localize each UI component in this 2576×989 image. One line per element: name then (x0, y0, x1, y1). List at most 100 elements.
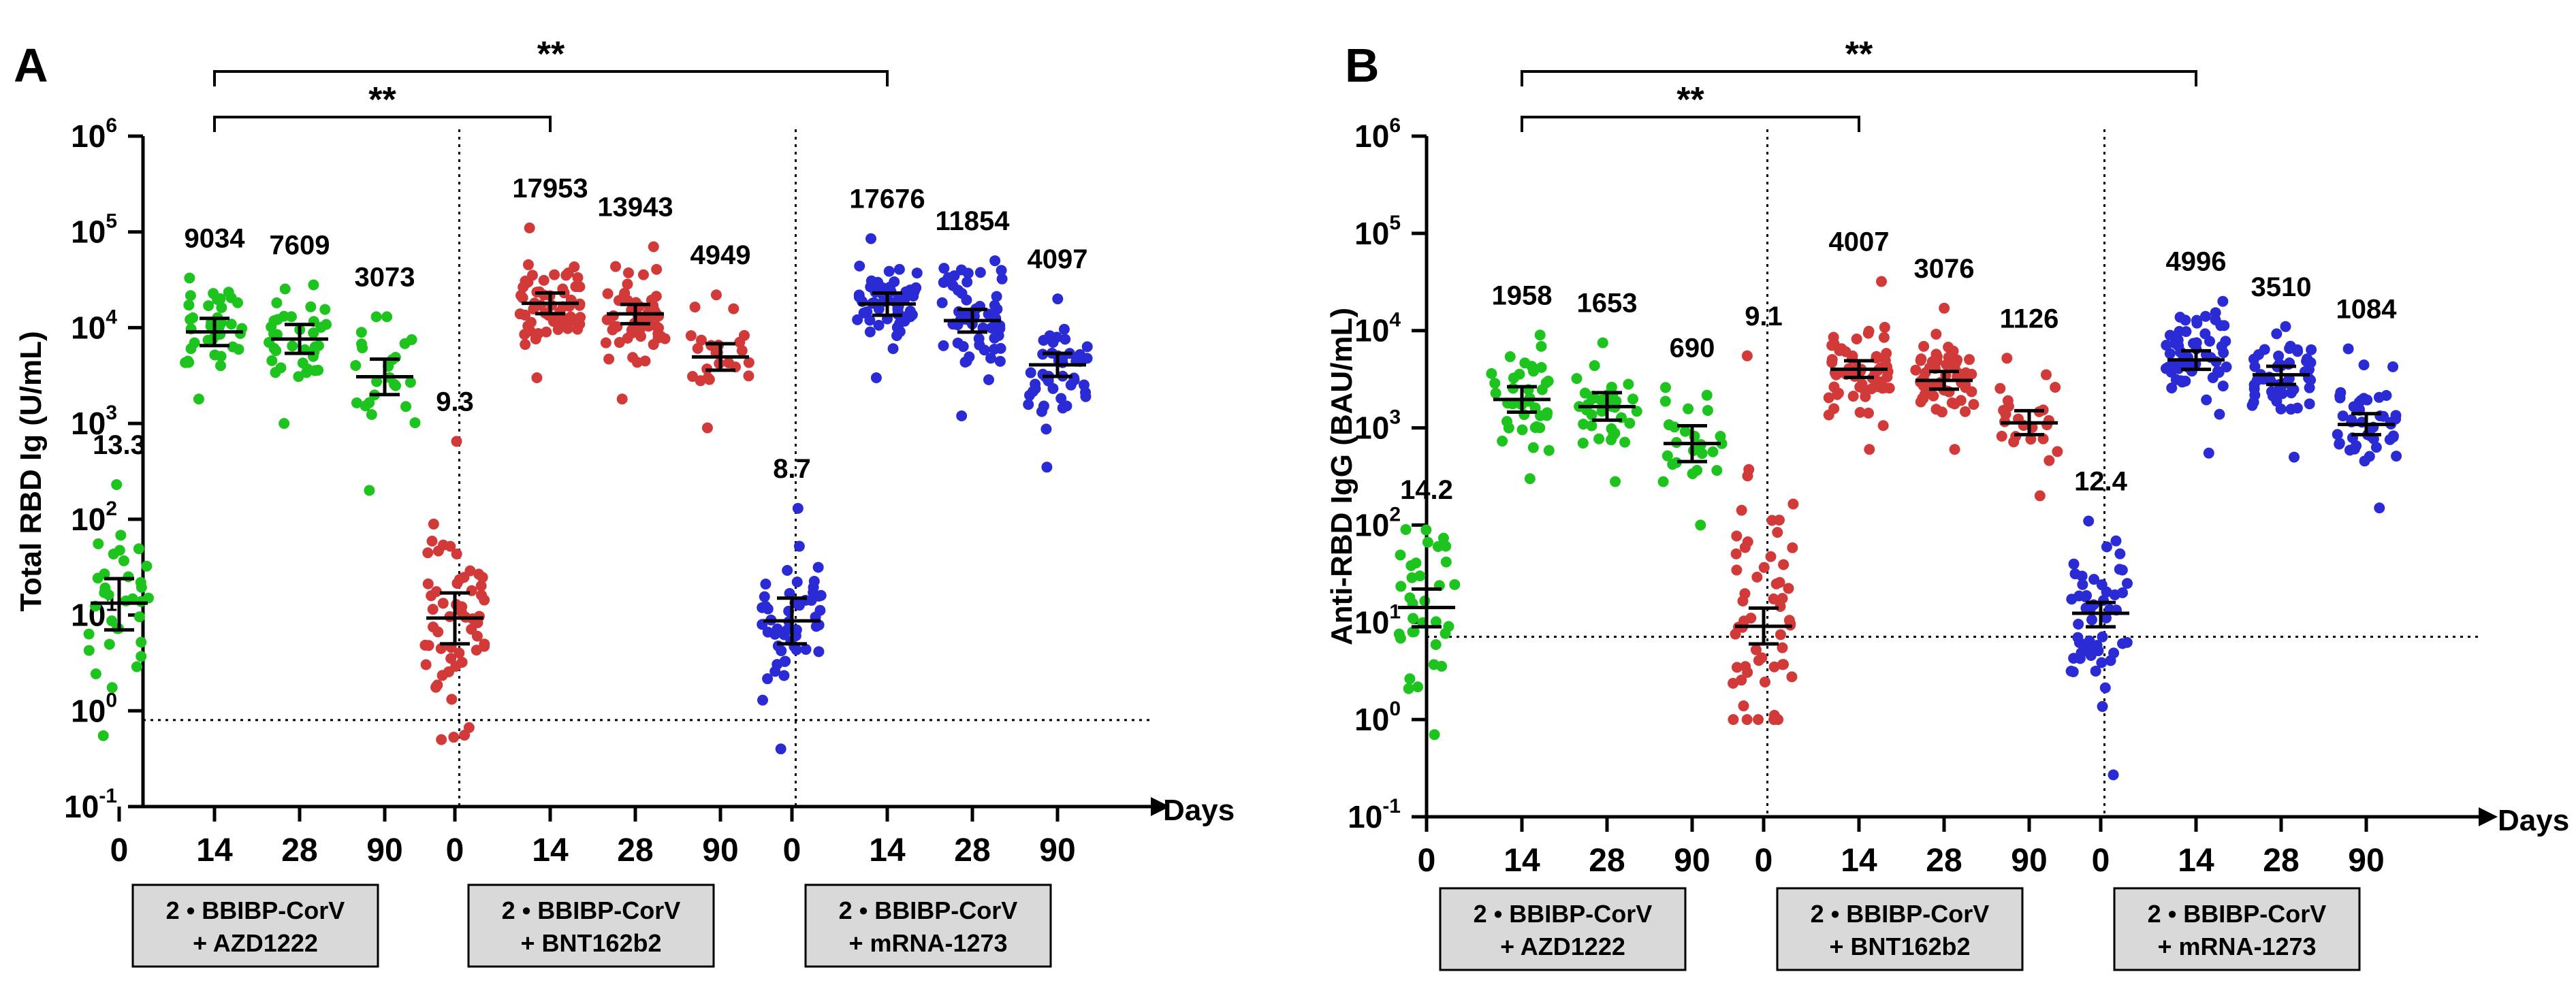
significance-label: ** (1845, 35, 1873, 74)
gmt-label: 9.1 (1745, 302, 1783, 331)
data-point (422, 547, 434, 559)
data-point (1854, 406, 1866, 418)
data-point (685, 330, 697, 342)
data-point (1657, 476, 1669, 487)
data-point (2001, 353, 2013, 364)
data-point (961, 276, 973, 288)
data-point (884, 281, 895, 293)
data-point (2301, 355, 2312, 367)
data-point (1440, 628, 1451, 639)
data-point (622, 278, 633, 290)
data-point (2164, 348, 2176, 359)
x-tick-label: 90 (2011, 843, 2047, 879)
data-point (2273, 350, 2285, 361)
data-point (813, 646, 825, 658)
data-point (1691, 464, 1703, 476)
data-point (422, 578, 434, 589)
data-point (1968, 399, 1979, 410)
data-point (2166, 383, 2178, 394)
data-point (1624, 417, 1636, 429)
data-point (1910, 364, 1922, 376)
x-tick-label: 28 (1926, 843, 1962, 879)
data-point (187, 312, 199, 323)
data-point (1404, 592, 1416, 604)
data-point (1065, 379, 1077, 391)
data-point (2096, 579, 2108, 591)
data-point (2289, 451, 2300, 463)
data-point (2180, 314, 2191, 326)
data-point (2271, 328, 2283, 340)
data-point (350, 359, 362, 371)
data-point (1918, 340, 1930, 352)
data-point (225, 292, 237, 304)
data-point (983, 374, 994, 385)
significance-label: ** (1676, 80, 1704, 120)
data-point (1577, 438, 1589, 449)
data-point (2085, 650, 2097, 662)
data-point (985, 353, 997, 364)
data-point (420, 659, 432, 670)
data-point (622, 332, 633, 344)
data-point (1750, 644, 1762, 655)
data-point (2364, 451, 2375, 462)
gmt-label: 4949 (690, 240, 751, 270)
data-point (689, 302, 701, 313)
data-point (1773, 515, 1785, 526)
data-point (1777, 593, 1788, 604)
data-point (2096, 657, 2108, 668)
data-point (637, 269, 649, 280)
data-point (2175, 346, 2187, 357)
data-point (814, 604, 826, 616)
data-point (136, 651, 147, 662)
data-point (1730, 628, 1741, 640)
group-box (1776, 887, 2024, 971)
data-point (800, 644, 812, 655)
data-point (1964, 354, 1975, 366)
data-point (1586, 420, 1597, 432)
data-point (989, 332, 1000, 344)
data-point (203, 300, 214, 312)
data-point (1756, 652, 1768, 664)
data-point (938, 340, 949, 351)
data-point (695, 334, 707, 346)
data-point (1524, 473, 1536, 485)
data-point (522, 259, 534, 270)
data-point (562, 267, 574, 278)
y-tick-label: 10-1 (64, 785, 117, 824)
data-point (864, 314, 876, 326)
data-point (1695, 519, 1706, 531)
data-point (419, 639, 431, 651)
y-tick-exponent: 6 (1389, 114, 1401, 137)
gmt-label: 4007 (1829, 227, 1890, 257)
group-label-line1: 2 • BBIBP-CorV (1811, 900, 1990, 928)
data-point (1422, 536, 1433, 548)
data-point (2099, 682, 2111, 694)
data-point (791, 576, 803, 587)
data-point (1061, 400, 1072, 412)
data-point (1395, 632, 1406, 644)
data-point (1741, 714, 1753, 726)
x-tick-label: 28 (281, 832, 317, 869)
data-point (955, 264, 967, 276)
data-point (1490, 387, 1501, 399)
data-point (2251, 374, 2263, 386)
data-point (355, 327, 367, 338)
data-point (409, 417, 421, 429)
data-point (2201, 394, 2212, 406)
data-point (1955, 395, 1967, 406)
data-point (1751, 571, 1763, 583)
data-point (471, 645, 482, 656)
data-point (639, 355, 651, 367)
data-point (2052, 446, 2063, 457)
data-point (2342, 343, 2354, 355)
group-label-line2: + mRNA-1273 (848, 929, 1007, 957)
group-box (1439, 887, 1687, 971)
data-point (743, 370, 754, 382)
data-point (1529, 422, 1541, 434)
data-point (225, 319, 237, 330)
gmt-label: 4097 (1028, 244, 1088, 274)
y-tick-label: 106 (1354, 114, 1401, 154)
data-point (1419, 596, 1431, 607)
data-point (1920, 367, 1931, 378)
